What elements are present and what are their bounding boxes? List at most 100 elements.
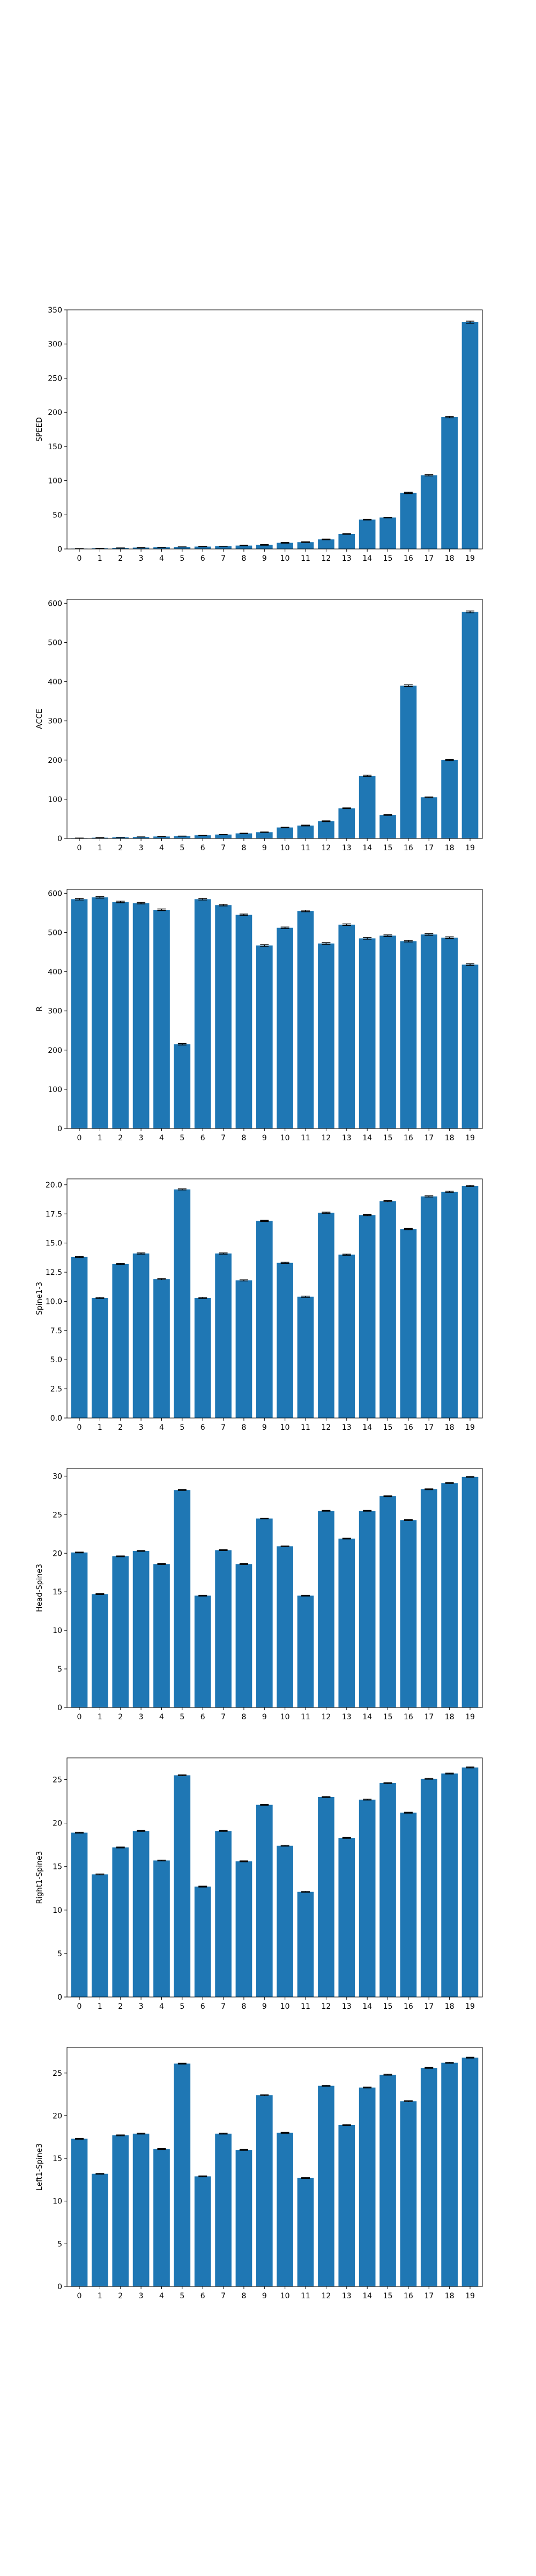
bar (215, 1550, 232, 1708)
x-tick-label: 5 (180, 1713, 184, 1721)
bar (153, 1279, 170, 1418)
bar (112, 1847, 129, 1997)
x-tick-label: 18 (445, 2292, 455, 2300)
y-axis-label: Head-Spine3 (35, 1564, 44, 1612)
bar (71, 1257, 88, 1418)
x-tick-label: 5 (180, 1134, 184, 1142)
x-tick-label: 9 (262, 844, 267, 852)
x-tick-label: 7 (221, 1713, 226, 1721)
bar (338, 1254, 355, 1418)
x-tick-label: 4 (159, 554, 164, 563)
bar (174, 547, 191, 549)
bar (338, 924, 355, 1129)
x-tick-label: 9 (262, 1713, 267, 1721)
x-tick-label: 0 (77, 1134, 82, 1142)
chart-panel-6: 0 1 2 3 4 5 6 7 8 9 10 11 12 13 14 15 16 17 18 190510152025… (35, 2047, 483, 2300)
x-tick-label: 8 (241, 844, 246, 852)
x-tick-label: 11 (301, 1134, 310, 1142)
x-tick-label: 3 (139, 844, 144, 852)
y-tick-label: 0 (57, 545, 62, 554)
y-tick-label: 25 (53, 2069, 62, 2078)
bar (420, 934, 437, 1129)
x-tick-label: 12 (322, 554, 331, 563)
x-tick-label: 1 (98, 1134, 102, 1142)
chart-panel-4: 0 1 2 3 4 5 6 7 8 9 10 11 12 13 14 15 16 17 18 190510152025… (35, 1468, 483, 1721)
axes-frame (66, 1178, 483, 1419)
x-tick-label: 12 (322, 2292, 331, 2300)
y-tick-label: 0 (57, 1704, 62, 1712)
bar (400, 1520, 417, 1708)
bar (277, 1845, 294, 1997)
x-tick-label: 8 (241, 1713, 246, 1721)
bar (235, 1861, 252, 1997)
bar (297, 1891, 314, 1997)
x-tick-label: 11 (301, 2292, 310, 2300)
bar (132, 1550, 150, 1708)
bar (461, 612, 479, 838)
x-tick-label: 10 (280, 1713, 290, 1721)
x-tick-label: 15 (383, 1713, 393, 1721)
bar (441, 1483, 458, 1708)
bar (359, 776, 376, 838)
bar (256, 945, 273, 1129)
bar (92, 1297, 108, 1418)
bar (318, 1511, 334, 1708)
x-tick-label: 14 (362, 844, 372, 852)
bar (420, 1196, 437, 1418)
x-tick-label: 8 (241, 2292, 246, 2300)
bar (174, 1189, 191, 1418)
y-tick-label: 5 (57, 1950, 62, 1958)
bar (338, 808, 355, 838)
bar (215, 546, 232, 549)
y-tick-label: 500 (48, 929, 62, 937)
x-tick-label: 0 (77, 1423, 82, 1432)
y-axis-label: Spine1-3 (35, 1282, 44, 1315)
x-tick-label: 18 (445, 844, 455, 852)
x-tick-label: 17 (424, 1713, 434, 1721)
x-tick-label: 2 (118, 1423, 123, 1432)
bar (420, 475, 437, 549)
x-tick-label: 3 (139, 1423, 144, 1432)
x-tick-label: 4 (159, 2292, 164, 2300)
bar (132, 547, 150, 549)
x-tick-label: 17 (424, 1134, 434, 1142)
bar (420, 2068, 437, 2287)
bar (420, 797, 437, 838)
x-tick-label: 19 (465, 844, 475, 852)
y-tick-label: 200 (48, 409, 62, 417)
bar (256, 545, 273, 549)
x-tick-label: 10 (280, 844, 290, 852)
bar (174, 1775, 191, 1997)
x-tick-label: 1 (98, 1713, 102, 1721)
bar (359, 519, 376, 549)
y-tick-label: 2.5 (50, 1385, 62, 1394)
bar (400, 685, 417, 838)
x-tick-label: 12 (322, 844, 331, 852)
y-tick-label: 400 (48, 678, 62, 687)
bar (441, 2062, 458, 2287)
x-tick-label: 7 (221, 2002, 226, 2011)
bar (338, 533, 355, 549)
y-tick-label: 5 (57, 1665, 62, 1674)
bar (194, 1595, 211, 1708)
bar (194, 899, 211, 1129)
bar (338, 1838, 355, 1997)
x-tick-label: 14 (362, 2292, 372, 2300)
x-tick-label: 0 (77, 844, 82, 852)
bar (379, 936, 396, 1129)
x-tick-label: 0 (77, 2002, 82, 2011)
x-tick-label: 3 (139, 1134, 144, 1142)
x-tick-label: 17 (424, 2292, 434, 2300)
bar (379, 2074, 396, 2287)
bar (112, 1556, 129, 1708)
bar (235, 833, 252, 838)
bar (132, 2133, 150, 2287)
x-tick-label: 16 (404, 554, 413, 563)
y-tick-label: 0.0 (50, 1414, 62, 1423)
bar (71, 2139, 88, 2287)
x-tick-label: 12 (322, 2002, 331, 2011)
x-tick-label: 5 (180, 2292, 184, 2300)
x-tick-label: 3 (139, 1713, 144, 1721)
